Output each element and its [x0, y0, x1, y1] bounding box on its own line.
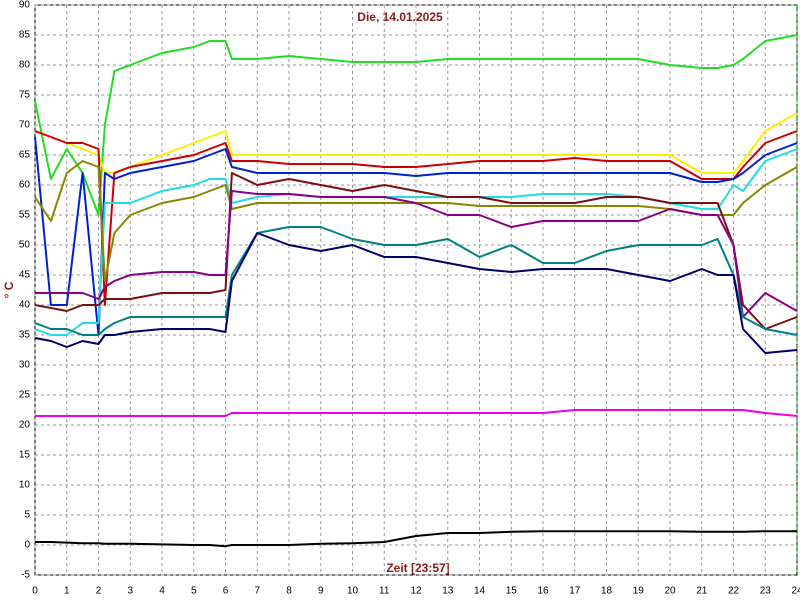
series-line [34, 112, 798, 174]
y-tick-label: 10 [19, 480, 31, 491]
x-tick-label: 4 [159, 586, 165, 597]
y-tick-label: 45 [19, 270, 31, 281]
y-tick-label: 85 [19, 30, 31, 41]
x-tick-label: 17 [569, 586, 581, 597]
x-tick-label: 14 [474, 586, 486, 597]
series-line [35, 530, 797, 548]
series-line [35, 409, 798, 417]
x-tick-label: 3 [127, 586, 133, 597]
y-tick-label: -5 [21, 570, 30, 581]
y-tick-label: 75 [19, 90, 31, 101]
series-line [34, 226, 798, 336]
x-tick-label: 19 [633, 586, 645, 597]
x-tick-label: 12 [410, 586, 422, 597]
x-tick-label: 15 [506, 586, 518, 597]
y-tick-label: 70 [19, 120, 31, 131]
y-tick-label: 5 [24, 510, 30, 521]
series-line [34, 232, 798, 354]
series-line [34, 136, 798, 336]
x-tick-label: 11 [379, 586, 390, 597]
x-tick-label: 5 [191, 586, 197, 597]
chart-title: Die, 14.01.2025 [357, 10, 443, 24]
series-line [35, 190, 798, 318]
x-tick-label: 13 [442, 586, 454, 597]
x-tick-label: 7 [254, 586, 260, 597]
y-tick-label: 30 [19, 360, 31, 371]
series-line [34, 172, 798, 330]
x-axis-label: Zeit [23:57] [386, 561, 449, 575]
x-tick-label: 20 [664, 586, 676, 597]
y-tick-label: 0 [24, 540, 30, 551]
y-tick-label: 15 [19, 450, 31, 461]
x-tick-label: 1 [64, 586, 70, 597]
x-tick-label: 8 [286, 586, 292, 597]
x-tick-label: 18 [601, 586, 613, 597]
x-tick-label: 24 [791, 586, 800, 597]
x-tick-label: 6 [223, 586, 229, 597]
y-tick-label: 55 [19, 210, 31, 221]
series-line [34, 34, 798, 216]
y-tick-label: 20 [19, 420, 31, 431]
x-tick-label: 21 [696, 586, 708, 597]
y-tick-label: 90 [19, 0, 31, 11]
y-tick-label: 40 [19, 300, 31, 311]
x-tick-label: 9 [318, 586, 324, 597]
y-tick-label: 80 [19, 60, 31, 71]
x-tick-label: 22 [728, 586, 740, 597]
x-tick-label: 2 [96, 586, 102, 597]
x-tick-label: 16 [537, 586, 549, 597]
y-tick-label: 50 [19, 240, 31, 251]
x-tick-label: 10 [347, 586, 359, 597]
x-tick-label: 23 [760, 586, 772, 597]
y-tick-label: 25 [19, 390, 31, 401]
y-tick-label: 60 [19, 180, 31, 191]
y-tick-label: 35 [19, 330, 31, 341]
y-axis-label: ° C [2, 281, 16, 298]
y-tick-label: 65 [19, 150, 31, 161]
x-tick-label: 0 [32, 586, 38, 597]
